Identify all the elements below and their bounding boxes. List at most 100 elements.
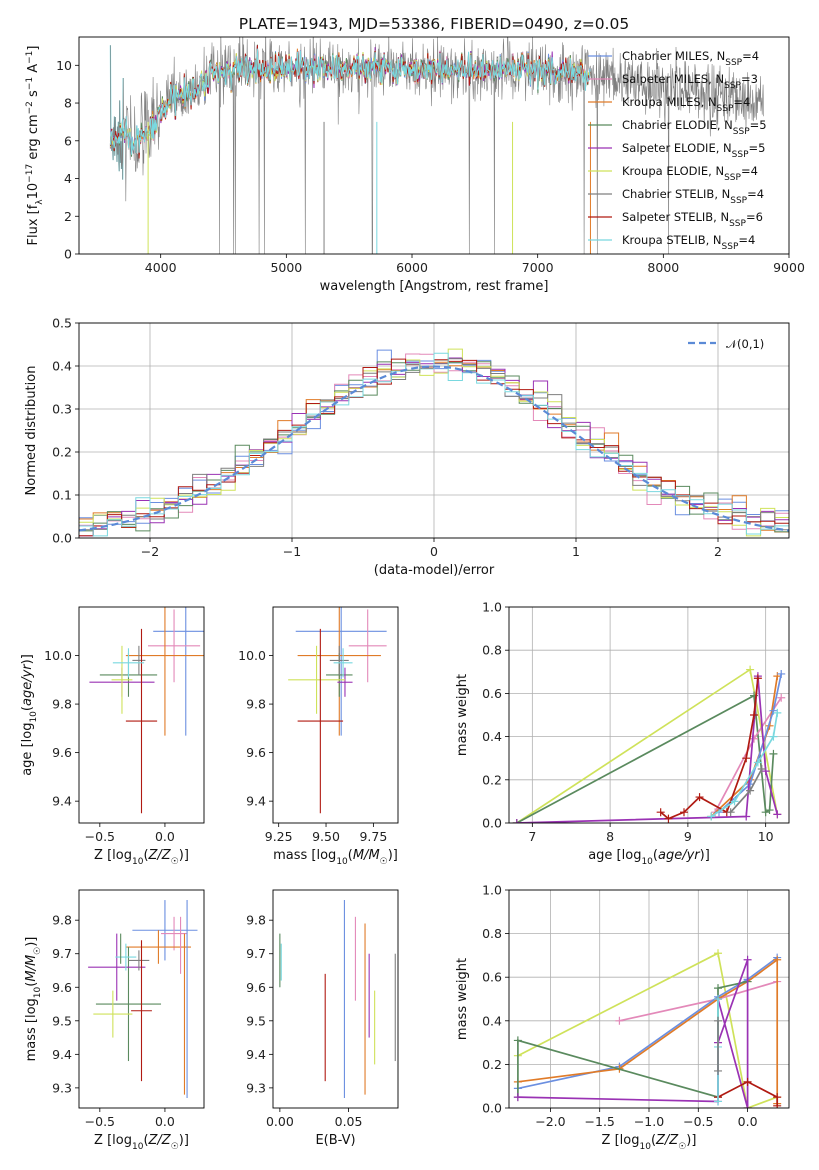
mw_Z-marker-kroupa_stelib-0 xyxy=(714,1097,723,1106)
age_mass-xtick-label-0: 9.25 xyxy=(265,829,293,844)
residuals-xtick-label-0: −2 xyxy=(141,544,159,559)
mw_Z-marker-salpeter_elodie-4 xyxy=(743,1104,752,1108)
mass_ebv-ytick-label-2: 9.5 xyxy=(246,1013,266,1028)
mw_age-marker-salpeter_stelib-7 xyxy=(753,674,762,683)
age_Z-point-kroupa_elodie xyxy=(111,645,133,714)
residuals-plot-area xyxy=(79,348,789,537)
mw_Z-marker-salpeter_elodie-0 xyxy=(513,1093,522,1102)
mass_ebv-axes: 0.00 0.05 9.3 9.4 9.5 9.6 9.7 9.8 E(B-V) xyxy=(246,889,399,1148)
mw_Z-ytick-label-0: 0.0 xyxy=(482,1101,502,1116)
residuals-xlabel: (data-model)/error xyxy=(374,563,495,578)
mw_age-series-salpeter_stelib xyxy=(660,678,759,820)
mass_ebv-ytick-label-1: 9.4 xyxy=(246,1047,266,1062)
mass_Z-plot-area xyxy=(88,900,198,1098)
mw_age-plot-area xyxy=(512,665,786,823)
residuals-ylabel: Normed distribution xyxy=(24,366,39,496)
age_Z-ytick-label-2: 9.8 xyxy=(52,697,72,712)
mw_Z-marker-chabrier_stelib-1 xyxy=(714,1016,723,1025)
mass_ebv-ytick-label-3: 9.6 xyxy=(246,980,266,995)
mass_ebv-xtick-label-1: 0.05 xyxy=(335,1114,363,1129)
mw_Z-marker-chabrier_elodie-3 xyxy=(714,984,723,993)
mw_age-marker-salpeter_elodie-1 xyxy=(742,812,751,821)
age_mass-frame xyxy=(272,606,399,824)
spectrum-ytick-label-2: 4 xyxy=(64,171,72,186)
residuals-hist-kroupa_elodie xyxy=(79,348,789,537)
spectrum-plot-area xyxy=(109,37,764,254)
figure-title: PLATE=1943, MJD=53386, FIBERID=0490, z=0… xyxy=(239,15,629,33)
mw_Z-xtick-label-0: −2.0 xyxy=(535,1114,565,1129)
mw_age-marker-salpeter_stelib-6 xyxy=(750,711,758,719)
age_mass-ytick-label-0: 9.4 xyxy=(246,794,266,809)
mass_Z-axes: −0.5 0.0 9.3 9.4 9.5 9.6 9.7 9.8 Z [log10(Z/Z☉)]… xyxy=(24,889,205,1152)
spectrum-ytick-label-4: 8 xyxy=(64,96,72,111)
spectrum-xlabel: wavelength [Angstrom, rest frame] xyxy=(320,279,549,294)
mw_age-series-kroupa_elodie xyxy=(516,668,779,823)
age_Z-ylabel: age [log10(age/yr)] xyxy=(20,654,39,776)
mass_ebv-ytick-label-5: 9.8 xyxy=(246,913,266,928)
age_mass-point-salpeter_miles xyxy=(348,609,387,683)
age_Z-point-salpeter_stelib xyxy=(125,628,158,814)
spectrum-legend-entry-6: Chabrier STELIB, NSSP=4 xyxy=(622,187,764,206)
mw_age-marker-salpeter_elodie-4 xyxy=(773,810,782,819)
spectrum-xtick-label-2: 6000 xyxy=(396,260,428,275)
mass_Z-point-kroupa_miles xyxy=(125,930,191,964)
age_Z-xlabel: Z [log10(Z/Z☉)] xyxy=(94,848,189,867)
age_mass-xlabel: mass [log10(M/M☉)] xyxy=(273,848,398,867)
mw_Z-marker-salpeter_stelib-1 xyxy=(743,1077,752,1086)
mw_Z-xlabel: Z [log10(Z/Z☉)] xyxy=(602,1133,697,1152)
mass_ebv-xtick-label-0: 0.00 xyxy=(266,1114,294,1129)
mw_age-axes: 7 8 9 10 0.0 0.2 0.4 0.6 0.8 1.0 mass weight age [l… xyxy=(455,600,790,867)
spectrum-ytick-label-0: 0 xyxy=(64,247,72,262)
residuals-legend-entry: 𝒩(0,1) xyxy=(726,337,764,351)
spectrum-xtick-label-0: 4000 xyxy=(145,260,177,275)
spectrum-legend-entry-5: Kroupa ELODIE, NSSP=4 xyxy=(622,164,758,183)
mw_age-marker-salpeter_miles-2 xyxy=(777,693,786,702)
age_mass-ytick-label-1: 9.6 xyxy=(246,745,266,760)
mw_Z-marker-chabrier_stelib-0 xyxy=(714,1066,723,1075)
residuals-normal-curve xyxy=(79,365,789,532)
spectrum-xtick-label-3: 7000 xyxy=(522,260,554,275)
mw_Z-xtick-label-4: 0.0 xyxy=(738,1114,758,1129)
mw_age-ytick-label-1: 0.2 xyxy=(482,772,502,787)
mw_Z-series-salpeter_stelib xyxy=(717,1080,779,1106)
spectrum-legend-entry-8: Kroupa STELIB, NSSP=4 xyxy=(622,233,755,252)
mass_ebv-plot-area xyxy=(279,900,396,1098)
age_Z-ytick-label-3: 10.0 xyxy=(44,648,72,663)
mw_age-ytick-label-5: 1.0 xyxy=(482,600,502,615)
spectrum-legend-entry-0: Chabrier MILES, NSSP=4 xyxy=(622,49,759,68)
mw_age-marker-salpeter_stelib-0 xyxy=(656,808,665,817)
mass_Z-frame xyxy=(78,889,205,1109)
mw_age-marker-kroupa_stelib-4 xyxy=(773,708,782,717)
mw_Z-xtick-label-2: −1.0 xyxy=(634,1114,664,1129)
residuals-ytick-label-3: 0.3 xyxy=(52,402,72,417)
spectrum-ytick-label-5: 10 xyxy=(56,58,72,73)
mw_age-marker-kroupa_stelib-0 xyxy=(707,812,716,821)
mw_age-marker-salpeter_stelib-3 xyxy=(695,793,704,802)
mw_age-marker-chabrier_stelib-2 xyxy=(757,765,766,773)
age_mass-point-chabrier_stelib xyxy=(329,645,349,675)
residuals-axes: −2 −1 0 1 2 0.0 0.1 0.2 0.3 0.4 0.5 (data-model)/er… xyxy=(24,316,790,578)
residuals-xtick-label-3: 1 xyxy=(572,544,580,559)
mass_Z-ytick-label-0: 9.3 xyxy=(52,1080,72,1095)
mw_Z-plot-area xyxy=(513,949,782,1108)
mass_Z-xlabel: Z [log10(Z/Z☉)] xyxy=(94,1133,189,1152)
mw_age-marker-salpeter_stelib-5 xyxy=(742,754,751,763)
mw_age-marker-salpeter_stelib-1 xyxy=(664,814,673,823)
residuals-xtick-label-4: 2 xyxy=(714,544,722,559)
mw_age-xtick-label-1: 8 xyxy=(606,829,614,844)
mw_age-xlabel: age [log10(age/yr)] xyxy=(588,848,710,867)
mw_age-ytick-label-0: 0.0 xyxy=(482,816,502,831)
spectrum-ytick-label-3: 6 xyxy=(64,133,72,148)
spectrum-legend-entry-7: Salpeter STELIB, NSSP=6 xyxy=(622,210,763,229)
age_Z-ytick-label-0: 9.4 xyxy=(52,794,72,809)
spectrum-xtick-label-1: 5000 xyxy=(270,260,302,275)
mass_Z-xtick-label-0: −0.5 xyxy=(85,1114,115,1129)
spectrum-series-kroupa_stelib xyxy=(109,48,591,155)
mw_age-marker-salpeter_miles-1 xyxy=(750,734,758,743)
mw_Z-ytick-label-3: 0.6 xyxy=(482,970,502,985)
spectrum-frame xyxy=(78,36,790,255)
spectrum-xtick-label-5: 9000 xyxy=(773,260,805,275)
spectrum-legend-entry-1: Salpeter MILES, NSSP=3 xyxy=(622,72,758,91)
mw_Z-xtick-label-1: −1.5 xyxy=(585,1114,615,1129)
